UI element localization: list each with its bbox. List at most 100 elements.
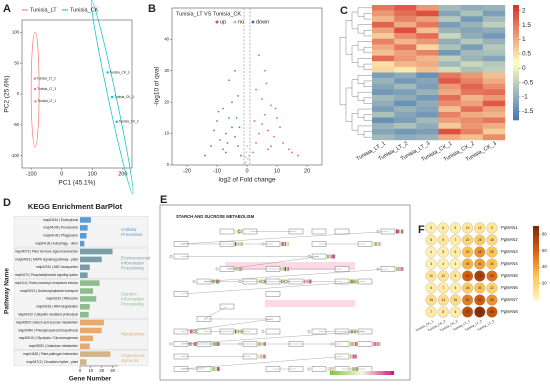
diagram-scale-step: [390, 371, 393, 375]
cell: [438, 100, 461, 107]
cell: [486, 270, 498, 282]
expression-strip: [396, 229, 398, 234]
cell: [438, 128, 461, 135]
point: [288, 148, 290, 151]
cell-label: 55: [490, 274, 494, 278]
point: [244, 156, 247, 159]
expression-strip: [261, 354, 264, 359]
cell-label: 5: [455, 226, 457, 230]
category-label: map04075 | Plant hormone signal transduc…: [15, 249, 78, 253]
diagram-scale-step: [362, 371, 364, 375]
diagram-scale-step: [333, 371, 335, 375]
y-tick-label: 40: [164, 37, 169, 42]
point: [264, 113, 266, 116]
cell: [449, 246, 461, 258]
cell: [416, 21, 439, 28]
enzyme-box: [265, 328, 281, 335]
cell: [425, 282, 437, 294]
cell: [482, 50, 506, 56]
point: [231, 101, 233, 104]
cell: [437, 270, 449, 282]
colorbar-step: [513, 56, 519, 60]
cell: [438, 21, 461, 28]
compound: [307, 255, 311, 258]
cell: [474, 294, 486, 306]
bar: [80, 343, 90, 350]
cell: [416, 128, 439, 135]
expression-strip: [398, 229, 400, 234]
legend-label: Tunisia_LT: [30, 7, 57, 13]
cell-label: 3: [430, 262, 432, 266]
colorbar-step: [513, 19, 519, 23]
cell-label: 30: [490, 262, 494, 266]
bar: [80, 248, 113, 255]
cell-label: 60: [466, 274, 470, 278]
cell-label: 50: [466, 298, 470, 302]
cell: [372, 123, 395, 129]
colorbar-step: [533, 277, 539, 280]
cell: [394, 117, 417, 124]
expression-strip: [355, 354, 357, 359]
expression-strip: [333, 254, 335, 259]
pathway-link: [203, 306, 228, 320]
colorbar-step: [513, 99, 519, 104]
expression-strip: [378, 342, 380, 346]
expression-strip: [328, 367, 330, 371]
cell-label: 9: [491, 226, 493, 230]
y-tick-label: -50: [13, 122, 20, 127]
cell: [416, 16, 439, 23]
pathway-link: [180, 281, 366, 295]
category-label: map04144 | Endocytosis: [43, 218, 78, 222]
diagram-scale-step: [339, 371, 342, 375]
expression-strip: [287, 242, 289, 246]
colorbar-step: [533, 290, 539, 293]
colorbar-step: [533, 270, 539, 273]
cell: [482, 106, 506, 113]
point: [219, 138, 221, 141]
cell: [372, 44, 395, 51]
cell: [462, 222, 474, 234]
bar: [80, 319, 104, 326]
expression-strip: [329, 367, 331, 371]
cell-label: 8: [442, 310, 444, 314]
cell: [394, 123, 417, 129]
cell: [460, 78, 484, 84]
enzyme-box: [219, 228, 235, 235]
cell: [416, 106, 439, 113]
chart-subtitle: Tunisia_LT VS Tunisia_CK: [176, 11, 241, 17]
cell: [437, 222, 449, 234]
cell-label: 25: [466, 286, 470, 290]
cell: [372, 27, 395, 34]
cell: [416, 61, 439, 68]
cell: [486, 234, 498, 246]
bar: [80, 359, 87, 365]
compound: [284, 280, 288, 283]
compound: [238, 280, 242, 283]
colorbar-step: [533, 244, 539, 247]
expression-strip: [398, 267, 400, 271]
cell: [449, 222, 461, 234]
y-axis-label: PC2 (25.6%): [4, 75, 11, 112]
cell: [474, 246, 486, 258]
point: [228, 79, 230, 82]
colorbar-step: [513, 94, 519, 98]
expression-strip: [356, 279, 358, 284]
cell: [372, 72, 395, 79]
point: [258, 132, 260, 135]
colorbar-step: [513, 108, 519, 112]
cell: [460, 21, 484, 28]
diagram-scale-step: [350, 371, 353, 375]
colorbar-step: [533, 298, 539, 301]
legend-label: no: [238, 19, 244, 25]
expression-strip: [356, 342, 358, 346]
plot-frame: [171, 7, 323, 166]
cell: [486, 246, 498, 258]
cell: [425, 306, 437, 318]
expression-strip: [374, 342, 376, 346]
expression-strip: [352, 354, 354, 359]
cell-label: 4: [442, 262, 444, 266]
cell: [462, 270, 474, 282]
cell: [437, 294, 449, 306]
colorbar-step: [533, 294, 539, 297]
group-label: Environmental Information Processing: [121, 255, 151, 271]
